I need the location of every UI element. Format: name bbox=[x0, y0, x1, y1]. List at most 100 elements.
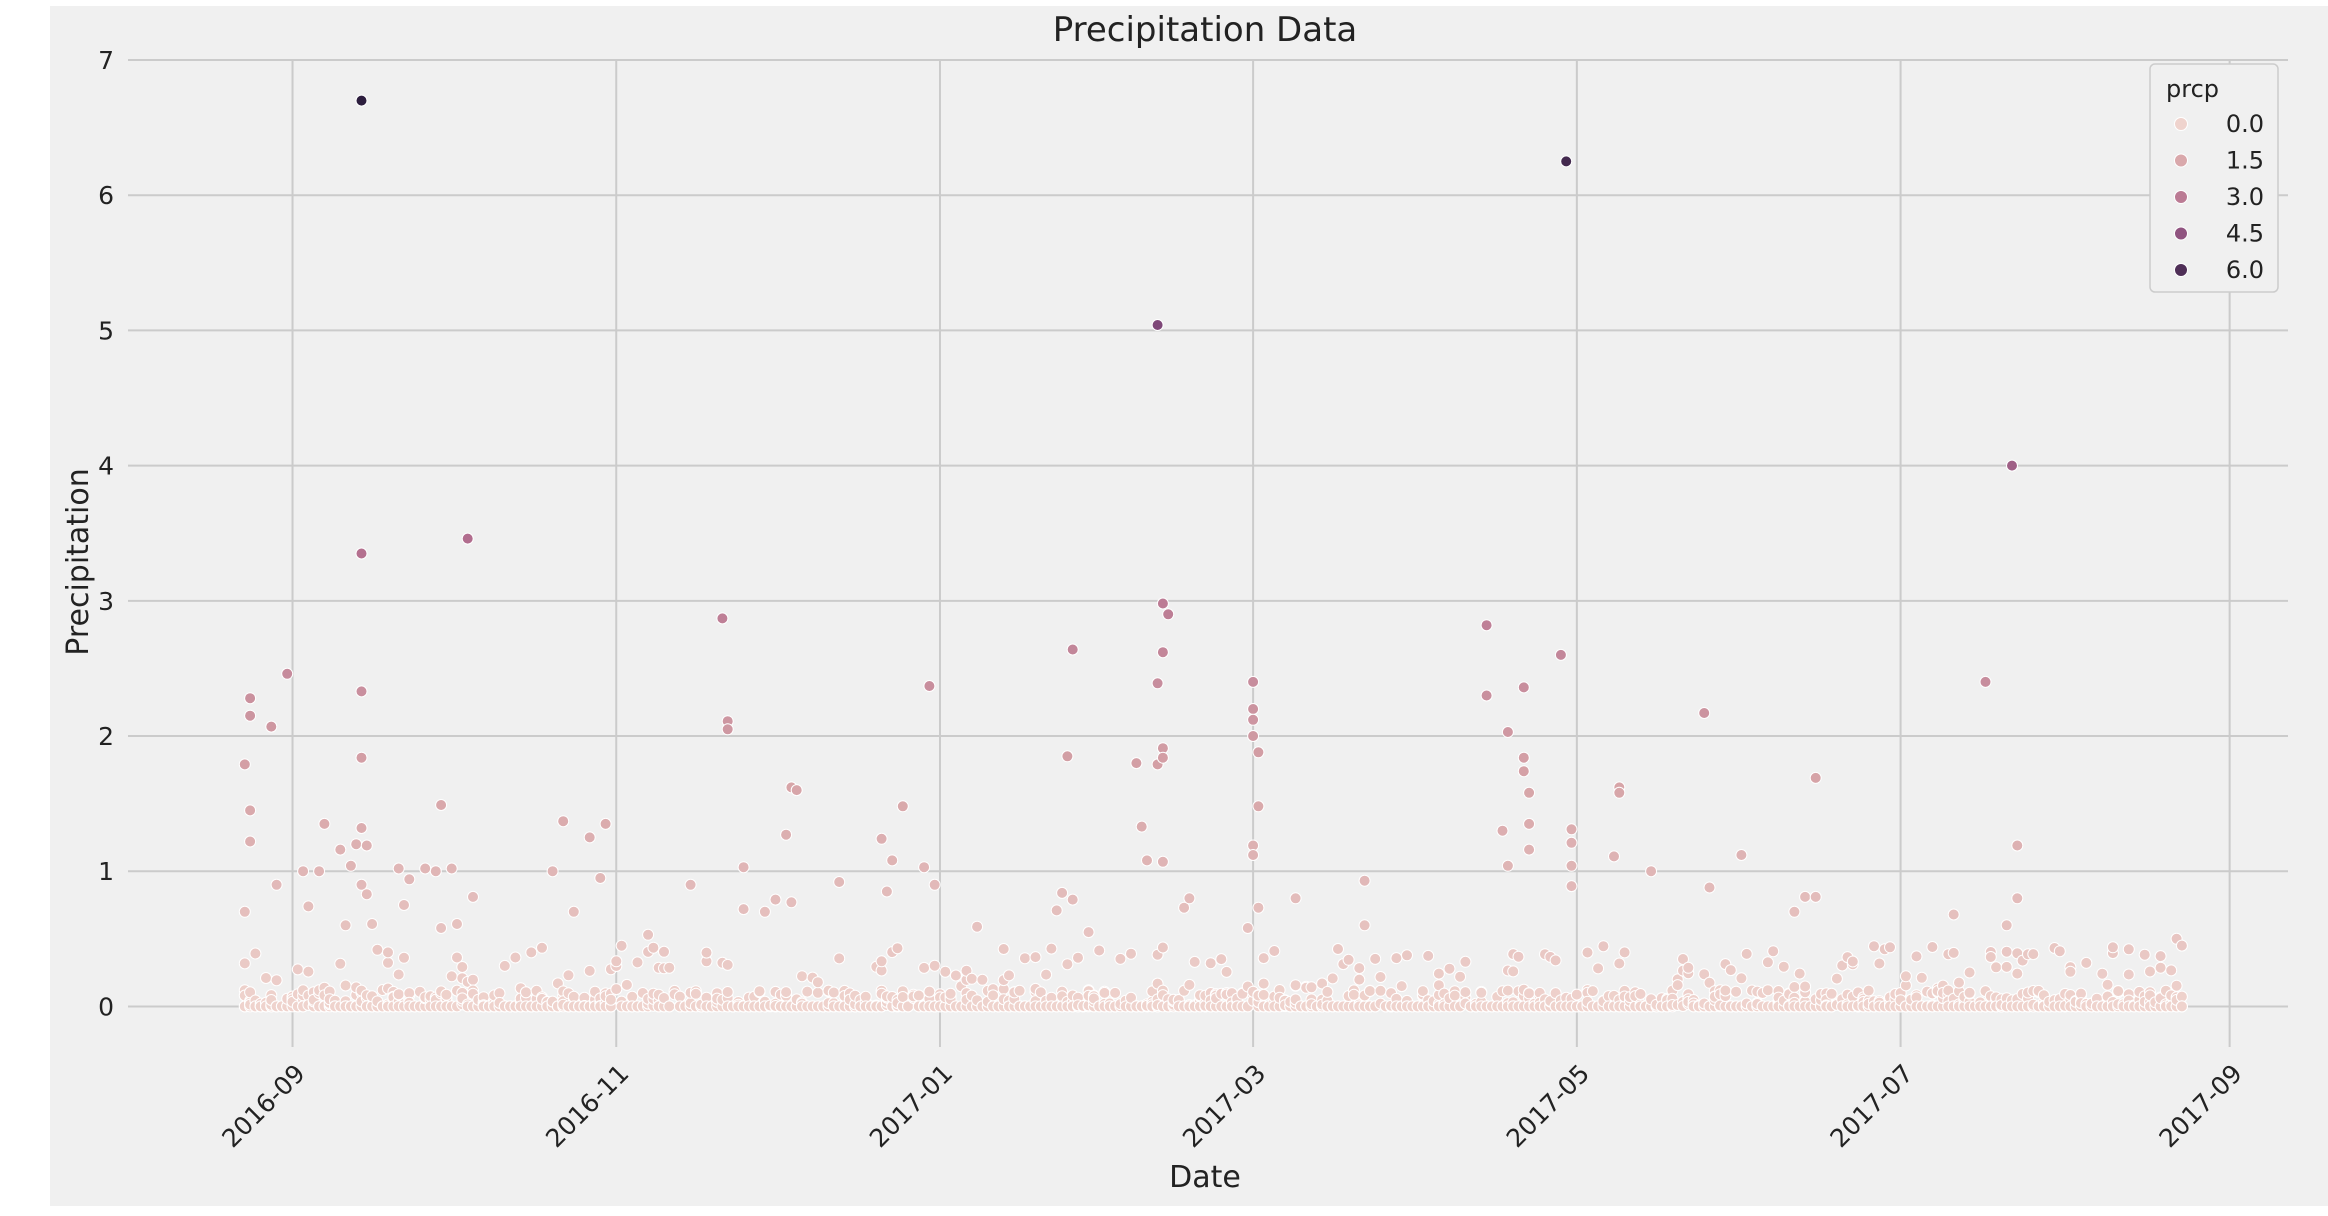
data-point bbox=[721, 958, 734, 971]
data-point bbox=[1114, 952, 1127, 965]
data-point bbox=[2154, 961, 2167, 974]
data-point bbox=[1257, 977, 1270, 990]
data-point bbox=[498, 959, 511, 972]
data-point bbox=[2000, 945, 2013, 958]
data-point bbox=[1703, 881, 1716, 894]
data-point bbox=[2080, 956, 2093, 969]
legend-title: prcp bbox=[2166, 75, 2219, 103]
data-point bbox=[244, 804, 257, 817]
data-point bbox=[833, 876, 846, 888]
data-point bbox=[1289, 892, 1302, 905]
data-point bbox=[918, 861, 931, 874]
data-point bbox=[1374, 984, 1387, 997]
data-point bbox=[1990, 961, 2003, 974]
data-point bbox=[2000, 960, 2013, 973]
data-point bbox=[536, 941, 548, 954]
data-point bbox=[1050, 904, 1063, 917]
data-point bbox=[334, 957, 347, 970]
data-point bbox=[1719, 984, 1732, 997]
data-point bbox=[1247, 703, 1260, 715]
legend-marker bbox=[2174, 263, 2188, 277]
data-point bbox=[801, 985, 814, 998]
legend-entries: 0.0 1.5 3.0 4.5 6.0 bbox=[2174, 110, 2264, 284]
data-point bbox=[1926, 941, 1939, 953]
data-point bbox=[663, 961, 676, 974]
data-point bbox=[1549, 954, 1562, 967]
data-point bbox=[1390, 952, 1403, 965]
data-point bbox=[318, 817, 331, 830]
data-point bbox=[1241, 922, 1254, 934]
y-tick-label: 0 bbox=[98, 992, 114, 1021]
data-point bbox=[971, 920, 984, 933]
data-point bbox=[1830, 972, 1843, 985]
data-point bbox=[1342, 953, 1355, 966]
data-point bbox=[1448, 989, 1461, 1002]
data-point bbox=[987, 989, 1000, 1002]
data-point bbox=[1565, 836, 1578, 849]
data-point bbox=[1910, 950, 1923, 963]
data-point bbox=[1247, 713, 1260, 726]
data-point bbox=[1884, 941, 1896, 954]
data-point bbox=[1289, 979, 1302, 992]
data-point bbox=[1432, 979, 1445, 992]
data-point bbox=[1130, 757, 1143, 770]
data-point bbox=[1066, 643, 1079, 656]
data-point bbox=[1321, 985, 1334, 998]
data-point bbox=[1671, 979, 1684, 992]
data-point bbox=[1565, 823, 1578, 836]
legend-marker bbox=[2174, 117, 2188, 131]
data-point bbox=[1141, 854, 1153, 867]
data-point bbox=[238, 758, 251, 771]
data-point bbox=[520, 986, 532, 999]
data-point bbox=[2064, 965, 2077, 978]
data-point bbox=[1501, 859, 1514, 872]
data-point bbox=[392, 988, 405, 1001]
data-point bbox=[1204, 957, 1217, 970]
data-point bbox=[1098, 986, 1111, 999]
grid-lines bbox=[128, 59, 2288, 1047]
data-point bbox=[2011, 967, 2024, 980]
data-point bbox=[1682, 961, 1695, 974]
data-point bbox=[1135, 820, 1148, 833]
data-point bbox=[1183, 892, 1196, 905]
data-point bbox=[467, 890, 479, 903]
data-point bbox=[451, 951, 463, 964]
legend-label: 1.5 bbox=[2226, 147, 2264, 175]
data-point bbox=[440, 988, 453, 1001]
data-point bbox=[1353, 962, 1366, 975]
data-point bbox=[557, 815, 570, 828]
chart-title: Precipitation Data bbox=[1053, 10, 1358, 50]
data-point bbox=[1868, 940, 1880, 953]
data-point bbox=[1061, 750, 1074, 763]
data-point bbox=[2011, 839, 2024, 852]
data-point bbox=[923, 680, 936, 692]
data-point bbox=[769, 893, 782, 906]
data-point bbox=[599, 817, 612, 830]
data-point bbox=[355, 547, 368, 560]
data-point bbox=[371, 943, 384, 956]
legend-marker bbox=[2174, 226, 2188, 241]
data-point bbox=[780, 828, 793, 841]
data-point bbox=[360, 888, 373, 901]
data-point bbox=[366, 918, 379, 930]
legend-label: 4.5 bbox=[2226, 220, 2264, 248]
data-point bbox=[780, 986, 793, 999]
data-point bbox=[1353, 973, 1366, 986]
data-point bbox=[244, 692, 257, 705]
data-point bbox=[1523, 843, 1536, 856]
data-point bbox=[1125, 947, 1137, 960]
legend-marker bbox=[2174, 190, 2188, 204]
data-point bbox=[785, 896, 798, 909]
data-point bbox=[1767, 945, 1780, 958]
data-point bbox=[976, 973, 989, 986]
data-point bbox=[392, 968, 405, 981]
data-point bbox=[594, 872, 607, 884]
legend-label: 0.0 bbox=[2226, 110, 2264, 138]
data-point bbox=[1247, 849, 1260, 861]
data-point bbox=[1247, 675, 1260, 688]
data-point bbox=[615, 939, 628, 952]
data-point bbox=[355, 878, 368, 891]
data-point bbox=[1761, 956, 1774, 969]
y-tick-label: 6 bbox=[98, 181, 114, 210]
data-point bbox=[1809, 890, 1822, 903]
